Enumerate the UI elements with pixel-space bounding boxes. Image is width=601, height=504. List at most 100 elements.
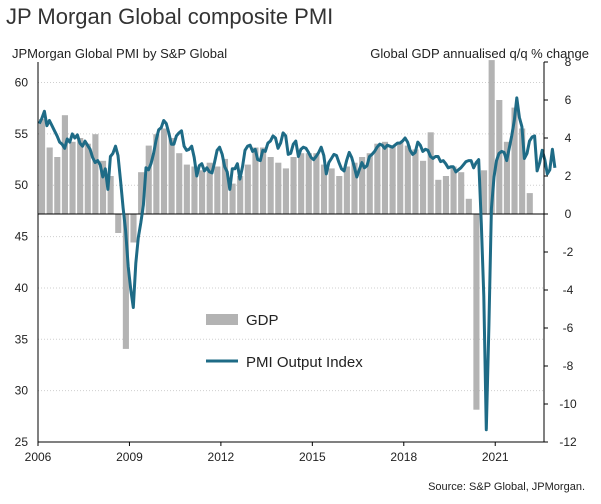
chart-title: JP Morgan Global composite PMI xyxy=(6,4,334,29)
gdp-bar xyxy=(480,170,488,214)
gdp-bar xyxy=(130,214,137,243)
right-tick-label: 4 xyxy=(565,131,572,145)
gdp-bar xyxy=(412,149,419,214)
gdp-bar xyxy=(458,172,465,214)
x-tick-label: 2018 xyxy=(390,450,417,464)
legend-pmi-label: PMI Output Index xyxy=(246,354,363,371)
gdp-bar xyxy=(153,134,160,214)
gdp-bar xyxy=(488,60,495,214)
right-tick-label: 6 xyxy=(565,93,572,107)
x-tick-label: 2006 xyxy=(25,450,52,464)
legend: GDP PMI Output Index xyxy=(206,312,363,371)
gdp-bar xyxy=(267,157,274,214)
pmi-line-layer xyxy=(37,96,557,432)
gdp-bar xyxy=(221,158,229,214)
gdp-bar xyxy=(244,164,251,214)
gdp-bar xyxy=(435,179,442,214)
right-tick-label: -4 xyxy=(563,283,574,297)
gdp-bar xyxy=(503,141,510,214)
gdp-bar xyxy=(526,193,533,214)
right-tick-label: 2 xyxy=(565,169,572,183)
gdp-bar xyxy=(320,164,328,214)
gdp-bar xyxy=(397,141,404,214)
gdp-bar xyxy=(229,183,236,214)
left-tick-label: 60 xyxy=(15,76,29,90)
left-tick-label: 30 xyxy=(15,384,29,398)
gdp-bar xyxy=(115,214,122,233)
gdp-bar xyxy=(214,166,221,214)
left-tick-label: 35 xyxy=(15,332,29,346)
legend-gdp-label: GDP xyxy=(246,312,279,329)
source-note: Source: S&P Global, JPMorgan. xyxy=(428,481,585,493)
gdp-bar xyxy=(519,128,526,214)
gdp-bar xyxy=(290,157,297,214)
pmi-line xyxy=(37,96,557,432)
right-tick-label: -12 xyxy=(559,435,577,449)
gdp-bar xyxy=(366,153,373,214)
gdp-bar xyxy=(465,198,472,214)
gdp-bar xyxy=(259,147,267,214)
right-tick-label: -8 xyxy=(563,359,574,373)
gdp-bar xyxy=(176,153,183,214)
gdp-bar xyxy=(54,157,61,214)
gdp-bar xyxy=(183,164,190,214)
gdp-bar xyxy=(336,176,343,214)
gdp-bar xyxy=(275,162,282,214)
gdp-bar xyxy=(359,157,366,214)
gdp-bar xyxy=(61,115,68,214)
left-axis-title: JPMorgan Global PMI by S&P Global xyxy=(12,46,228,61)
gdp-bar xyxy=(427,132,434,214)
gdp-bar xyxy=(191,166,198,214)
gdp-bar xyxy=(99,160,107,214)
x-tick-label: 2009 xyxy=(116,450,143,464)
gdp-bar xyxy=(160,128,168,214)
gdp-bar xyxy=(92,134,99,214)
gdp-bar xyxy=(328,168,335,214)
gdp-bar xyxy=(420,160,427,214)
gdp-bar xyxy=(138,172,145,214)
left-tick-label: 50 xyxy=(15,178,29,192)
x-tick-label: 2012 xyxy=(208,450,235,464)
gdp-bar xyxy=(252,147,259,214)
gdp-bar xyxy=(237,176,244,214)
gdp-bar xyxy=(46,147,53,214)
gdp-bar xyxy=(107,176,114,214)
right-tick-label: 8 xyxy=(565,55,572,69)
gdp-bar xyxy=(473,214,480,410)
right-tick-label: -6 xyxy=(563,321,574,335)
gdp-bar xyxy=(450,166,457,214)
left-tick-label: 40 xyxy=(15,281,29,295)
left-tick-label: 55 xyxy=(15,127,29,141)
x-tick-label: 2015 xyxy=(299,450,326,464)
gdp-bar xyxy=(122,214,129,349)
gdp-bar xyxy=(145,145,152,214)
gdp-bar xyxy=(282,168,289,214)
gdp-bar xyxy=(199,170,206,214)
right-tick-label: 0 xyxy=(565,207,572,221)
gdp-bar xyxy=(351,162,358,214)
right-tick-label: -2 xyxy=(563,245,574,259)
gdp-bar xyxy=(374,143,381,214)
gdp-bar xyxy=(305,153,312,214)
gdp-bar xyxy=(404,145,411,214)
gdp-bar xyxy=(168,138,175,214)
gdp-bar xyxy=(77,138,84,214)
gdp-bar xyxy=(442,176,450,214)
gdp-bar xyxy=(298,153,305,214)
gdp-bar xyxy=(39,119,46,214)
gdp-bar xyxy=(206,162,213,214)
right-axis-title: Global GDP annualised q/q % change xyxy=(370,46,589,61)
left-tick-label: 45 xyxy=(15,230,29,244)
gridlines xyxy=(38,82,544,443)
gdp-bar xyxy=(84,143,91,214)
gdp-bar xyxy=(389,145,396,214)
x-tick-label: 2021 xyxy=(482,450,509,464)
legend-gdp-swatch xyxy=(206,314,238,325)
gdp-bar xyxy=(343,166,350,214)
axes: 25 30 35 40 45 50 55 60 -12 -10 -8 -6 -4 -2 0 2 4 6 8 2006 2… xyxy=(15,55,577,464)
left-tick-label: 25 xyxy=(15,435,29,449)
gdp-bar xyxy=(381,141,389,214)
gdp-bar xyxy=(69,141,76,214)
gdp-bar xyxy=(511,107,518,214)
